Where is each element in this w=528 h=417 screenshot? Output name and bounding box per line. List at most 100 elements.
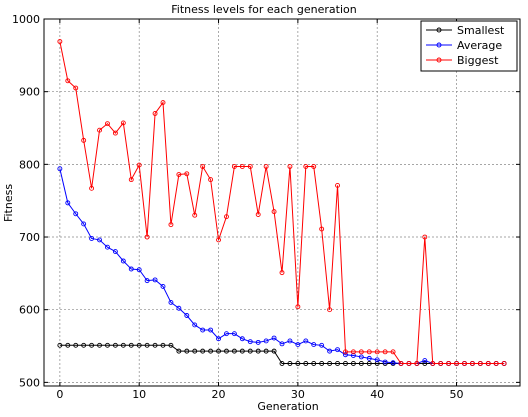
data-point-average (295, 342, 301, 348)
data-point-biggest (374, 349, 380, 355)
data-point-smallest (144, 342, 150, 348)
data-point-biggest (216, 237, 221, 243)
data-point-biggest (263, 164, 269, 169)
data-point-biggest (184, 171, 190, 177)
series-line-biggest (59, 41, 505, 364)
data-point-biggest (120, 120, 126, 126)
data-point-average (105, 244, 110, 250)
data-point-average (271, 335, 277, 341)
data-point-average (327, 348, 333, 354)
data-point-biggest (358, 349, 364, 355)
x-tick-label: 30 (291, 388, 305, 401)
data-point-smallest (224, 348, 229, 354)
data-point-biggest (192, 212, 198, 218)
x-tick-label: 10 (132, 388, 146, 401)
data-point-average (57, 166, 63, 172)
data-point-biggest (493, 361, 499, 366)
data-point-biggest (390, 349, 396, 355)
y-tick-label: 1000 (12, 13, 40, 26)
data-point-average (192, 322, 198, 328)
data-point-smallest (136, 342, 142, 348)
data-point-average (89, 236, 95, 241)
data-point-smallest (160, 342, 166, 348)
data-point-biggest (128, 177, 134, 183)
data-point-smallest (120, 342, 126, 348)
data-point-average (65, 200, 71, 206)
data-point-biggest (462, 361, 467, 366)
data-point-smallest (73, 342, 79, 348)
y-tick-label: 700 (19, 231, 40, 244)
data-point-biggest (422, 234, 428, 240)
data-point-smallest (81, 342, 87, 348)
data-point-biggest (311, 164, 317, 169)
data-point-average (136, 267, 142, 273)
legend-swatch-marker-biggest (436, 57, 442, 63)
data-point-biggest (144, 234, 150, 240)
y-tick-label: 600 (19, 304, 40, 317)
data-point-biggest (485, 361, 491, 366)
grid (44, 18, 520, 386)
data-point-smallest (128, 342, 134, 348)
data-point-smallest (89, 342, 95, 348)
data-point-average (120, 258, 126, 264)
data-point-average (231, 331, 237, 337)
data-point-average (160, 283, 166, 289)
data-point-biggest (97, 127, 102, 133)
data-point-smallest (335, 361, 340, 366)
data-point-biggest (271, 209, 277, 215)
data-point-biggest (112, 130, 118, 136)
series-area (57, 39, 507, 366)
data-point-average (247, 339, 253, 345)
data-point-smallest (112, 342, 118, 348)
data-point-average (224, 331, 229, 337)
data-point-biggest (335, 182, 340, 188)
data-point-smallest (231, 348, 237, 354)
data-point-average (263, 338, 269, 344)
data-point-average (81, 221, 87, 227)
data-point-average (112, 249, 118, 255)
legend: Smallest Average Biggest (420, 20, 518, 72)
data-point-smallest (263, 348, 269, 354)
data-point-average (239, 336, 245, 342)
data-point-biggest (168, 222, 174, 228)
data-point-biggest (287, 164, 293, 169)
data-point-biggest (231, 164, 237, 169)
data-point-smallest (303, 361, 309, 366)
data-point-average (335, 347, 340, 353)
data-point-smallest (57, 342, 63, 348)
data-point-average (184, 313, 190, 318)
data-point-average (279, 341, 285, 347)
data-point-average (390, 360, 396, 366)
data-point-average (374, 357, 380, 363)
plot-frame (43, 18, 521, 387)
data-point-biggest (57, 39, 63, 44)
data-point-biggest (81, 137, 87, 143)
y-tick-label: 500 (19, 376, 40, 389)
data-point-average (200, 327, 206, 333)
data-point-biggest (414, 361, 420, 366)
data-point-average (366, 355, 372, 361)
data-point-biggest (469, 361, 475, 366)
chart-title: Fitness levels for each generation (171, 3, 356, 16)
data-point-average (343, 352, 348, 358)
data-point-biggest (319, 226, 325, 232)
data-point-biggest (208, 177, 214, 183)
series-line-average (59, 168, 505, 364)
data-point-average (216, 336, 221, 342)
data-point-smallest (350, 361, 356, 366)
y-tick-label: 800 (19, 158, 40, 171)
data-point-smallest (97, 342, 102, 348)
data-point-average (358, 354, 364, 360)
data-point-biggest (200, 164, 206, 169)
x-tick-label: 20 (212, 388, 226, 401)
data-point-average (73, 211, 79, 217)
data-point-biggest (406, 361, 412, 366)
data-point-biggest (343, 349, 348, 355)
x-axis-label: Generation (257, 400, 318, 413)
data-point-average (128, 266, 134, 272)
data-point-smallest (152, 342, 158, 348)
data-point-smallest (184, 348, 190, 354)
data-point-smallest (422, 361, 428, 366)
legend-swatch-marker-smallest (436, 27, 442, 33)
